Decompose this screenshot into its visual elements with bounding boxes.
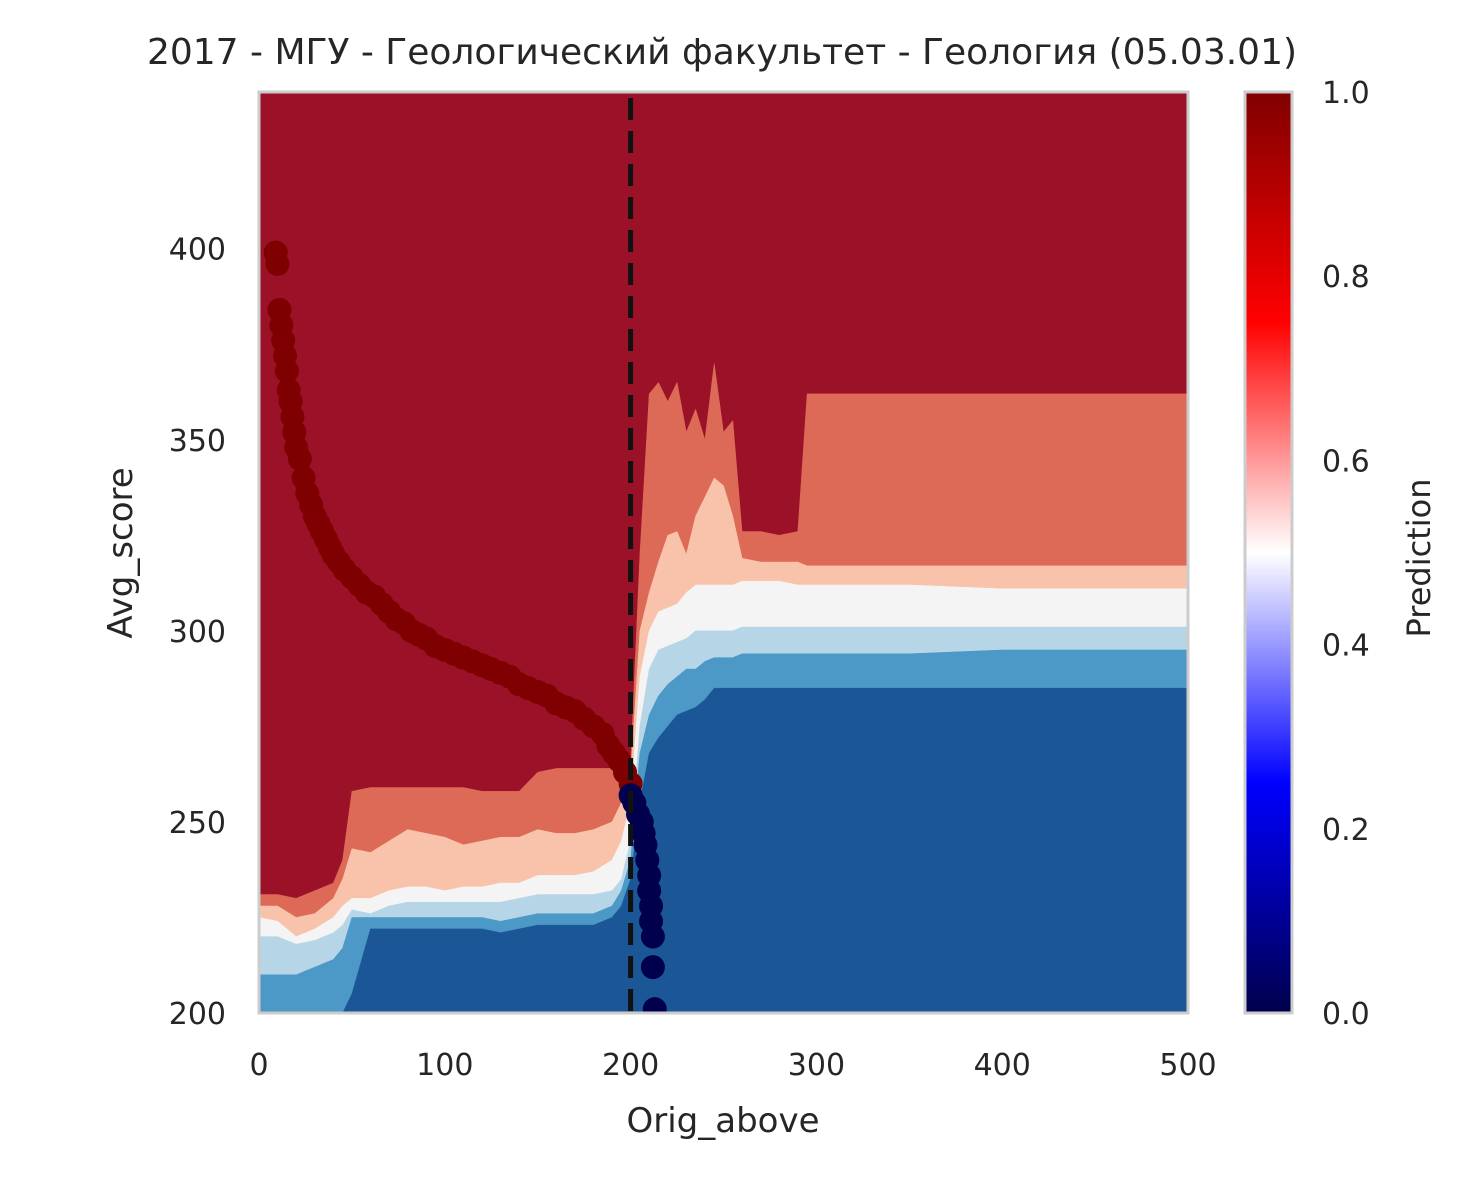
x-tick-label: 400 bbox=[974, 1048, 1031, 1083]
colorbar: 0.0 0.2 0.4 0.6 0.8 1.0 Prediction bbox=[1243, 76, 1438, 1032]
colorbar-tick-label: 0.2 bbox=[1322, 813, 1370, 848]
x-tick-label: 300 bbox=[788, 1048, 845, 1083]
data-point bbox=[265, 251, 290, 276]
x-tick-label: 100 bbox=[416, 1048, 473, 1083]
plot-frame bbox=[257, 90, 1190, 1015]
data-point bbox=[287, 446, 312, 471]
colorbar-tick-label: 0.4 bbox=[1322, 629, 1370, 664]
y-tick-label: 200 bbox=[169, 997, 226, 1032]
data-point bbox=[640, 924, 665, 949]
plot-area bbox=[257, 90, 1190, 1015]
x-axis-label: Orig_above bbox=[626, 1101, 819, 1141]
y-tick-label: 350 bbox=[169, 424, 226, 459]
y-tick-label: 250 bbox=[169, 806, 226, 841]
x-axis-ticks: 0 100 200 300 400 500 bbox=[249, 1048, 1216, 1083]
y-axis-label: Avg_score bbox=[101, 467, 141, 638]
y-axis-ticks: 200 250 300 350 400 bbox=[169, 233, 226, 1032]
x-tick-label: 0 bbox=[249, 1048, 268, 1083]
colorbar-gradient bbox=[1243, 90, 1294, 1015]
data-point bbox=[640, 955, 665, 980]
x-tick-label: 200 bbox=[602, 1048, 659, 1083]
colorbar-tick-label: 0.8 bbox=[1322, 260, 1370, 295]
y-tick-label: 400 bbox=[169, 233, 226, 268]
colorbar-label: Prediction bbox=[1400, 479, 1438, 638]
y-tick-label: 300 bbox=[169, 615, 226, 650]
chart-title: 2017 - МГУ - Геологический факультет - Г… bbox=[147, 32, 1297, 73]
data-points bbox=[263, 240, 667, 1013]
colorbar-tick-label: 0.6 bbox=[1322, 444, 1370, 479]
data-point bbox=[642, 997, 667, 1013]
prediction-contours bbox=[259, 92, 1188, 1013]
colorbar-tick-label: 0.0 bbox=[1322, 997, 1370, 1032]
data-point bbox=[274, 358, 299, 383]
colorbar-ticks: 0.0 0.2 0.4 0.6 0.8 1.0 bbox=[1322, 76, 1370, 1032]
colorbar-tick-label: 1.0 bbox=[1322, 76, 1370, 111]
x-tick-label: 500 bbox=[1159, 1048, 1216, 1083]
